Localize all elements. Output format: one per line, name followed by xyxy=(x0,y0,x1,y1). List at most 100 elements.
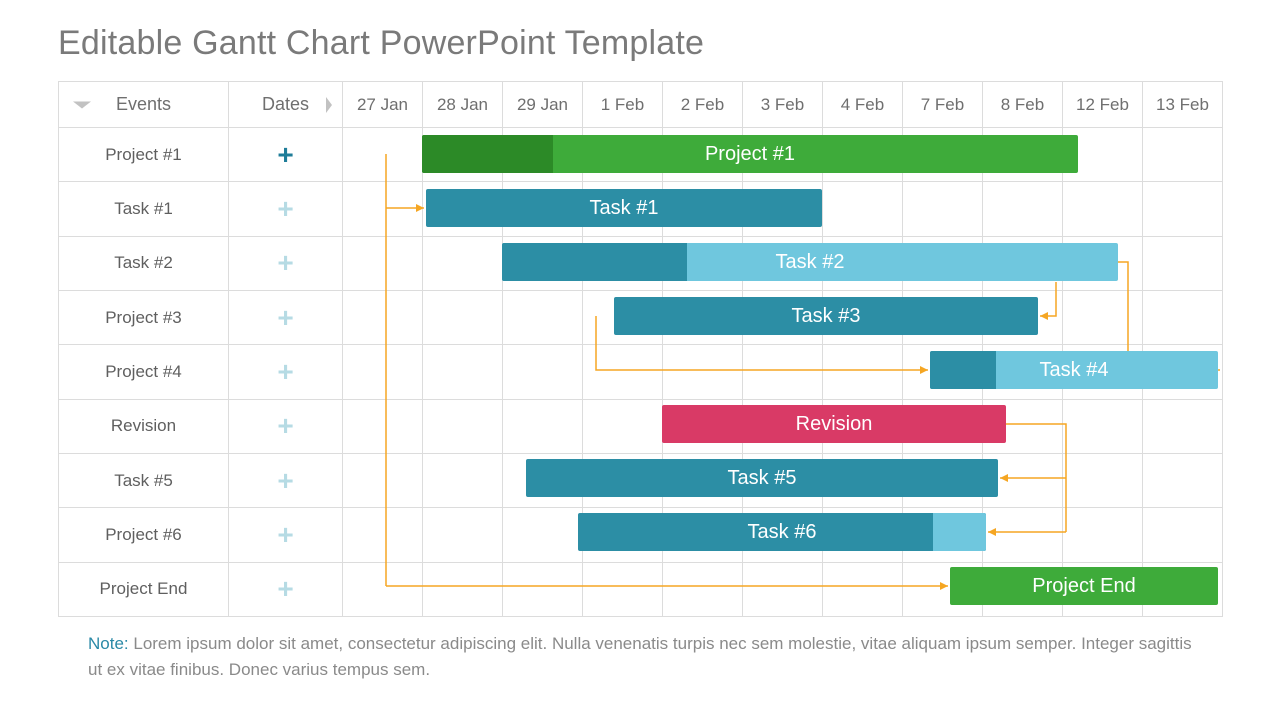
expand-row-button[interactable]: + xyxy=(229,562,343,616)
grid-cell xyxy=(583,562,663,616)
slide: Editable Gantt Chart PowerPoint Template… xyxy=(0,0,1280,720)
grid-cell xyxy=(1063,128,1143,182)
grid-cell xyxy=(1063,345,1143,399)
grid-cell xyxy=(343,236,423,290)
grid-cell xyxy=(903,290,983,344)
grid-cell xyxy=(903,128,983,182)
grid-cell xyxy=(503,290,583,344)
row-label: Project #3 xyxy=(59,290,229,344)
row-label: Task #1 xyxy=(59,182,229,236)
grid-cell xyxy=(583,453,663,507)
grid-cell xyxy=(423,290,503,344)
grid-cell xyxy=(823,399,903,453)
grid-cell xyxy=(423,399,503,453)
grid-cell xyxy=(663,453,743,507)
expand-row-button[interactable]: + xyxy=(229,453,343,507)
grid-cell xyxy=(423,562,503,616)
grid-cell xyxy=(1143,399,1223,453)
page-title: Editable Gantt Chart PowerPoint Template xyxy=(58,24,1222,63)
grid-cell xyxy=(823,128,903,182)
grid-cell xyxy=(503,399,583,453)
date-header: 3 Feb xyxy=(743,82,823,128)
events-column-header[interactable]: Events xyxy=(59,82,229,128)
grid-cell xyxy=(823,236,903,290)
grid-cell xyxy=(503,453,583,507)
row-label: Project #1 xyxy=(59,128,229,182)
expand-row-button[interactable]: + xyxy=(229,290,343,344)
grid-cell xyxy=(1143,182,1223,236)
grid-cell xyxy=(583,182,663,236)
grid-cell xyxy=(983,236,1063,290)
dates-column-header[interactable]: Dates xyxy=(229,82,343,128)
grid-cell xyxy=(743,290,823,344)
grid-cell xyxy=(423,453,503,507)
grid-cell xyxy=(743,128,823,182)
expand-row-button[interactable]: + xyxy=(229,399,343,453)
grid-cell xyxy=(983,453,1063,507)
grid-cell xyxy=(1063,182,1143,236)
note-keyword: Note: xyxy=(88,634,129,653)
grid-cell xyxy=(903,236,983,290)
date-header: 7 Feb xyxy=(903,82,983,128)
dates-header-label: Dates xyxy=(262,94,309,114)
grid-cell xyxy=(423,182,503,236)
gantt-chart: Events Dates 27 Jan 28 Jan 29 Jan 1 Feb … xyxy=(58,81,1222,617)
grid-cell xyxy=(663,236,743,290)
grid-cell xyxy=(423,345,503,399)
grid-cell xyxy=(343,508,423,562)
grid-cell xyxy=(423,128,503,182)
grid-cell xyxy=(983,399,1063,453)
grid-cell xyxy=(983,128,1063,182)
date-header: 8 Feb xyxy=(983,82,1063,128)
date-header: 13 Feb xyxy=(1143,82,1223,128)
chevron-right-icon xyxy=(326,97,332,113)
grid-cell xyxy=(1143,290,1223,344)
events-header-label: Events xyxy=(116,94,171,114)
grid-cell xyxy=(1143,562,1223,616)
grid-cell xyxy=(903,453,983,507)
row-label: Project #6 xyxy=(59,508,229,562)
note-body: Lorem ipsum dolor sit amet, consectetur … xyxy=(88,634,1192,679)
grid-cell xyxy=(583,128,663,182)
grid-cell xyxy=(1143,508,1223,562)
grid-cell xyxy=(743,345,823,399)
grid-cell xyxy=(983,290,1063,344)
grid-cell xyxy=(343,128,423,182)
grid-cell xyxy=(583,345,663,399)
grid-cell xyxy=(583,399,663,453)
grid-cell xyxy=(983,562,1063,616)
expand-row-button[interactable]: + xyxy=(229,182,343,236)
grid-cell xyxy=(663,182,743,236)
grid-cell xyxy=(583,236,663,290)
grid-cell xyxy=(1063,508,1143,562)
grid-cell xyxy=(903,508,983,562)
grid-cell xyxy=(1143,236,1223,290)
grid-cell xyxy=(903,345,983,399)
grid-cell xyxy=(663,128,743,182)
expand-row-button[interactable]: + xyxy=(229,236,343,290)
grid-cell xyxy=(343,399,423,453)
grid-cell xyxy=(503,236,583,290)
date-header: 12 Feb xyxy=(1063,82,1143,128)
grid-cell xyxy=(903,399,983,453)
grid-cell xyxy=(823,182,903,236)
grid-cell xyxy=(903,562,983,616)
grid-cell xyxy=(743,453,823,507)
grid-cell xyxy=(823,345,903,399)
expand-row-button[interactable]: + xyxy=(229,345,343,399)
grid-cell xyxy=(1143,128,1223,182)
grid-cell xyxy=(903,182,983,236)
grid-cell xyxy=(663,290,743,344)
expand-row-button[interactable]: + xyxy=(229,508,343,562)
grid-cell xyxy=(823,508,903,562)
grid-cell xyxy=(983,508,1063,562)
grid-cell xyxy=(1063,236,1143,290)
date-header: 2 Feb xyxy=(663,82,743,128)
grid-cell xyxy=(503,345,583,399)
expand-row-button[interactable]: + xyxy=(229,128,343,182)
date-header: 4 Feb xyxy=(823,82,903,128)
gantt-grid: Events Dates 27 Jan 28 Jan 29 Jan 1 Feb … xyxy=(58,81,1222,617)
grid-cell xyxy=(743,562,823,616)
grid-cell xyxy=(663,562,743,616)
grid-cell xyxy=(583,290,663,344)
